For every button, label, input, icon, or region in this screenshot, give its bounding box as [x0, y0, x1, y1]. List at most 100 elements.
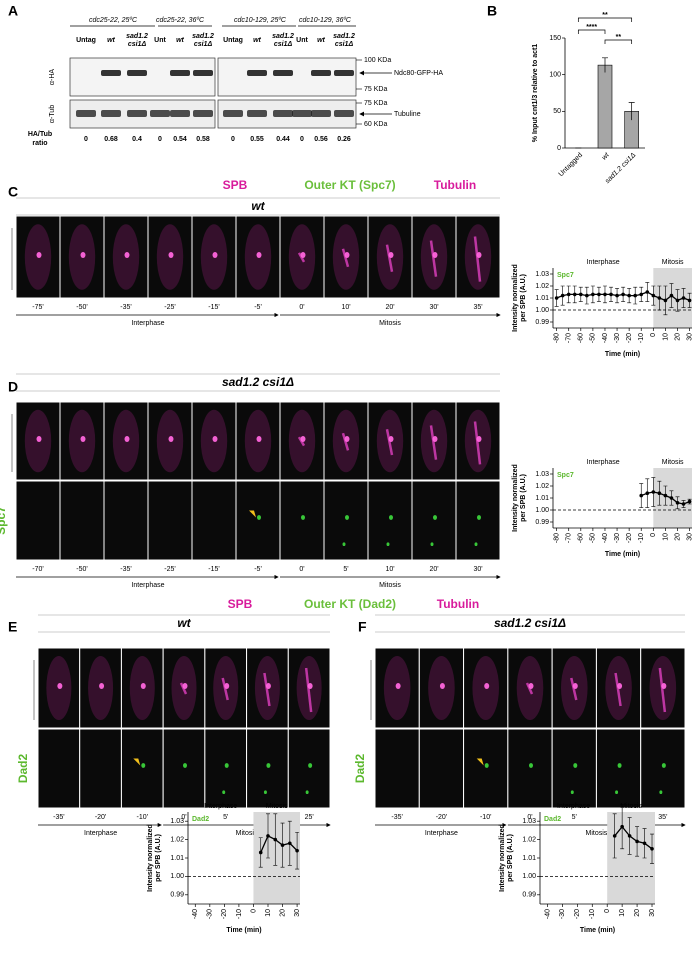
micro-frame — [147, 480, 193, 561]
lane-label: wt — [253, 37, 261, 44]
row-label: α-HA — [49, 69, 56, 85]
x-tick-label: 0 — [650, 333, 657, 337]
x-tick-label: 20 — [674, 333, 681, 341]
frame — [463, 728, 509, 809]
micro-frame — [235, 480, 281, 561]
point — [669, 293, 674, 298]
spindle — [614, 672, 622, 707]
signal — [168, 252, 174, 258]
time-label: 20' — [385, 304, 394, 311]
genotype: wt — [251, 199, 265, 213]
signal — [617, 763, 622, 768]
frame — [204, 728, 248, 809]
y-tick-label: 0 — [557, 145, 561, 152]
band — [193, 110, 213, 117]
group-header: cdc25-22, 25ºC — [89, 17, 138, 24]
signal — [224, 763, 229, 768]
y-tick-label: 1.03 — [522, 818, 536, 825]
spindle — [385, 429, 394, 456]
panel-label: F — [358, 619, 367, 635]
time-label: -25' — [164, 304, 175, 311]
micro-frame — [235, 401, 281, 481]
micro-frame — [374, 647, 420, 729]
y-tick-label: 1.03 — [535, 471, 549, 478]
frame — [455, 480, 501, 561]
time-label: -10' — [480, 814, 491, 821]
band-label: Tubuline — [394, 111, 421, 118]
signal — [617, 683, 623, 689]
micro-frame — [640, 728, 686, 809]
y-axis-label: Intensity normalized — [499, 824, 506, 892]
band — [334, 110, 354, 117]
time-label: 20' — [429, 566, 438, 573]
x-tick-label: 30 — [686, 533, 693, 541]
point — [609, 292, 613, 297]
lane-label: sad1.2 — [333, 33, 355, 40]
signal — [484, 683, 490, 689]
point — [621, 292, 625, 297]
lane-label: wt — [317, 37, 325, 44]
spindle — [304, 667, 313, 713]
x-tick-label: -10 — [589, 909, 596, 919]
time-label: 0' — [299, 304, 304, 311]
genotype: sad1.2 csi1Δ — [494, 616, 566, 630]
point — [258, 850, 263, 855]
micro-frame — [191, 401, 237, 481]
signal — [182, 683, 188, 689]
x-tick-label: 30 — [649, 909, 656, 917]
time-label: -75' — [32, 304, 43, 311]
signal — [57, 683, 63, 689]
row-label: Dad2 — [353, 754, 367, 784]
lane-label: sad1.2 — [272, 33, 294, 40]
y-tick-label: 150 — [549, 35, 561, 42]
time-label: -5' — [254, 304, 262, 311]
point — [657, 491, 662, 496]
signal — [263, 790, 267, 794]
frame — [411, 480, 457, 561]
mitosis-shade — [253, 812, 300, 904]
signal — [345, 515, 349, 520]
lane-label: Unt — [154, 37, 166, 44]
frame — [551, 728, 597, 809]
x-tick-label: Untagged — [558, 152, 584, 178]
point — [635, 839, 639, 844]
phase-label: Mitosis — [236, 830, 258, 837]
time-label: -70' — [32, 566, 43, 573]
error-bar — [628, 102, 635, 121]
x-tick-label: 10 — [619, 909, 626, 917]
x-tick-label: 0 — [604, 909, 611, 913]
lane-label: Unt — [296, 37, 308, 44]
ratio-value: 0.55 — [250, 136, 264, 143]
frame — [367, 480, 413, 561]
row-label: Spc7 — [0, 506, 8, 535]
signal — [256, 436, 262, 442]
y-tick-label: 1.00 — [535, 307, 549, 314]
x-tick-label: -60 — [578, 333, 585, 343]
y-tick-label: 1.02 — [170, 836, 184, 843]
band — [247, 70, 267, 76]
signal — [432, 436, 438, 442]
micro-frame — [507, 647, 553, 729]
point — [657, 296, 662, 300]
point — [639, 292, 644, 297]
point — [669, 496, 674, 500]
channel-label: Tubulin — [437, 597, 479, 611]
phase-label: Mitosis — [266, 803, 288, 810]
time-label: 30' — [473, 566, 482, 573]
micro-frame — [15, 480, 61, 561]
micro-frame — [103, 480, 149, 561]
signal — [308, 763, 313, 768]
frame — [191, 480, 237, 561]
y-tick-label: 0.99 — [535, 519, 549, 526]
x-axis-label: Time (min) — [605, 551, 640, 558]
micro-frame — [367, 480, 413, 561]
point — [603, 292, 607, 297]
micro-frame — [279, 215, 325, 299]
phase-label: Mitosis — [586, 830, 608, 837]
micro-frame — [411, 215, 457, 299]
genotype: sad1.2 csi1Δ — [222, 375, 294, 389]
frame — [235, 480, 281, 561]
phase-label: Interphase — [587, 459, 620, 466]
time-label: -5' — [254, 566, 262, 573]
band — [311, 70, 331, 76]
